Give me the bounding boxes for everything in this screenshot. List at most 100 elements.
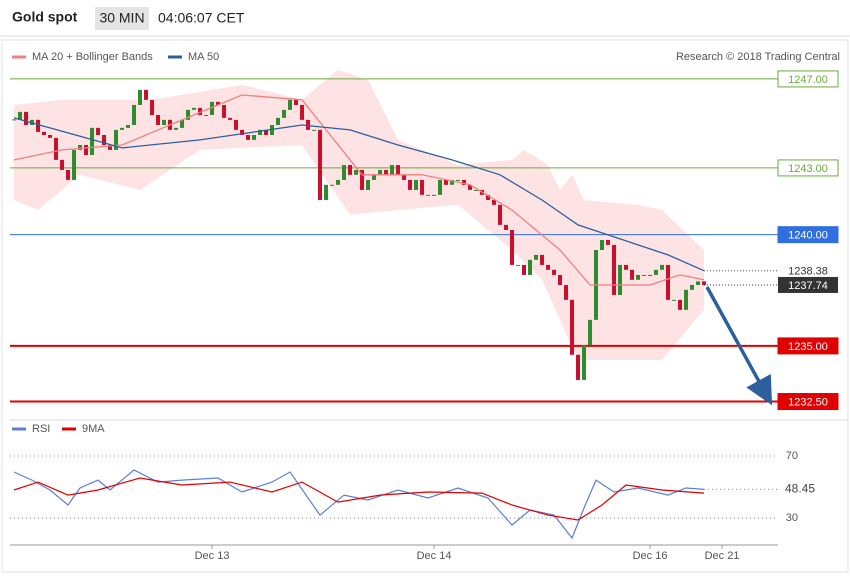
candle [216,101,221,105]
candle [108,145,113,150]
candle [528,259,533,275]
candle [102,134,107,146]
candle [438,179,443,195]
candle [120,127,125,130]
candle [444,179,449,185]
interval: 30 MIN [99,10,144,26]
candle [492,199,497,205]
candle [300,104,305,120]
candle [318,129,323,200]
legend-label: RSI [32,423,50,435]
candle [72,149,77,180]
candle [474,189,479,191]
candle [378,169,383,175]
candle [642,274,647,276]
candle [654,269,659,275]
legend-label: MA 50 [188,51,219,63]
candle [114,129,119,150]
candle [516,264,521,266]
candle [258,129,263,135]
candle [420,179,425,195]
candle [486,194,491,200]
candle [660,264,665,270]
candle [546,264,551,270]
candle [342,165,347,180]
candle [498,204,503,225]
level-box [777,226,839,244]
series-line [13,94,705,286]
candle [690,284,695,290]
candle [84,145,89,156]
candle [408,179,413,190]
bollinger-band [14,70,704,360]
candle [276,117,281,125]
candle [600,240,605,251]
candle [636,274,641,280]
candle [366,179,371,190]
legend-label: 9MA [82,423,105,435]
candle [450,179,455,185]
candle [504,224,509,230]
candle [552,269,557,275]
frame [1,39,849,573]
candle [234,119,239,130]
level-label: 1232.50 [788,396,828,408]
candle [402,174,407,180]
candle [198,107,203,115]
candle [462,179,467,185]
x-tick-label: Dec 13 [195,550,230,562]
candle [66,169,71,180]
rsi-last-label: 48.45 [785,482,815,496]
time: 04:06:07 CET [158,10,245,26]
candle [204,114,209,116]
candle [96,127,101,135]
y-tick-label: 30 [786,512,798,524]
candle [228,117,233,120]
candle [672,299,677,301]
level-box [777,393,839,411]
x-tick-label: Dec 14 [417,550,452,562]
forecast-arrow [705,286,773,406]
candle [510,229,515,265]
candle [534,254,539,260]
candle [354,169,359,175]
candle [702,281,707,285]
candle [666,264,671,300]
candle [222,104,227,118]
candle [78,145,83,150]
candle [336,179,341,185]
candle [156,114,161,125]
candle [588,319,593,346]
candle [330,184,335,186]
x-tick-label: Dec 21 [705,550,740,562]
series-line [13,117,705,272]
level-label: 1243.00 [788,163,828,175]
candle [432,194,437,196]
candle [540,254,545,265]
level-box [777,159,839,177]
candle [264,129,269,135]
candle [42,131,47,135]
candle [426,194,431,196]
candle [390,165,395,175]
candle [288,99,293,110]
candle [144,89,149,100]
candle [564,284,569,300]
candle [612,244,617,295]
candle [306,119,311,130]
candle [60,159,65,170]
candle [384,169,389,175]
candle [294,99,299,105]
candle [312,129,317,131]
candle [678,299,683,310]
candle [246,134,251,140]
candle [396,165,401,175]
candle [282,109,287,118]
candle [630,269,635,280]
candle [348,165,353,175]
candle [210,101,215,115]
series-line [13,469,705,540]
y-tick-label: 70 [786,450,798,462]
candle [252,134,257,140]
candle [162,119,167,125]
